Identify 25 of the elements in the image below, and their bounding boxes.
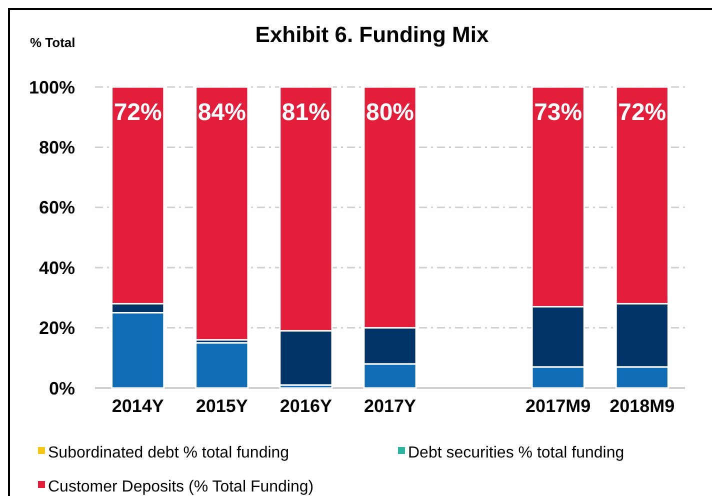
x-tick-label: 2014Y	[112, 396, 164, 416]
y-tick-label: 80%	[38, 138, 75, 158]
y-tick-label: 40%	[38, 258, 75, 278]
y-tick-label: 60%	[38, 198, 75, 218]
data-label: 72%	[618, 99, 666, 126]
y-axis-title: % Total	[30, 35, 76, 50]
data-label: 73%	[534, 99, 582, 126]
y-tick-label: 0%	[48, 378, 75, 398]
data-label: 72%	[114, 99, 162, 126]
x-tick-label: 2018M9	[610, 396, 675, 416]
x-tick-label: 2017M9	[526, 396, 591, 416]
y-tick-label: 100%	[28, 77, 75, 98]
x-tick-label: 2017Y	[364, 396, 416, 416]
data-label: 84%	[198, 99, 246, 126]
legend-label: Customer Deposits (% Total Funding)	[48, 478, 314, 496]
legend-label: Subordinated debt % total funding	[48, 444, 290, 462]
bar	[195, 86, 249, 341]
x-tick-label: 2016Y	[280, 396, 332, 416]
data-label: 81%	[282, 99, 330, 126]
chart-title: Exhibit 6. Funding Mix	[255, 22, 490, 47]
legend-label: Debt securities % total funding	[408, 444, 624, 462]
x-tick-label: 2015Y	[196, 396, 248, 416]
bar	[195, 342, 249, 389]
y-tick-label: 20%	[38, 318, 75, 338]
data-label: 80%	[366, 99, 414, 126]
